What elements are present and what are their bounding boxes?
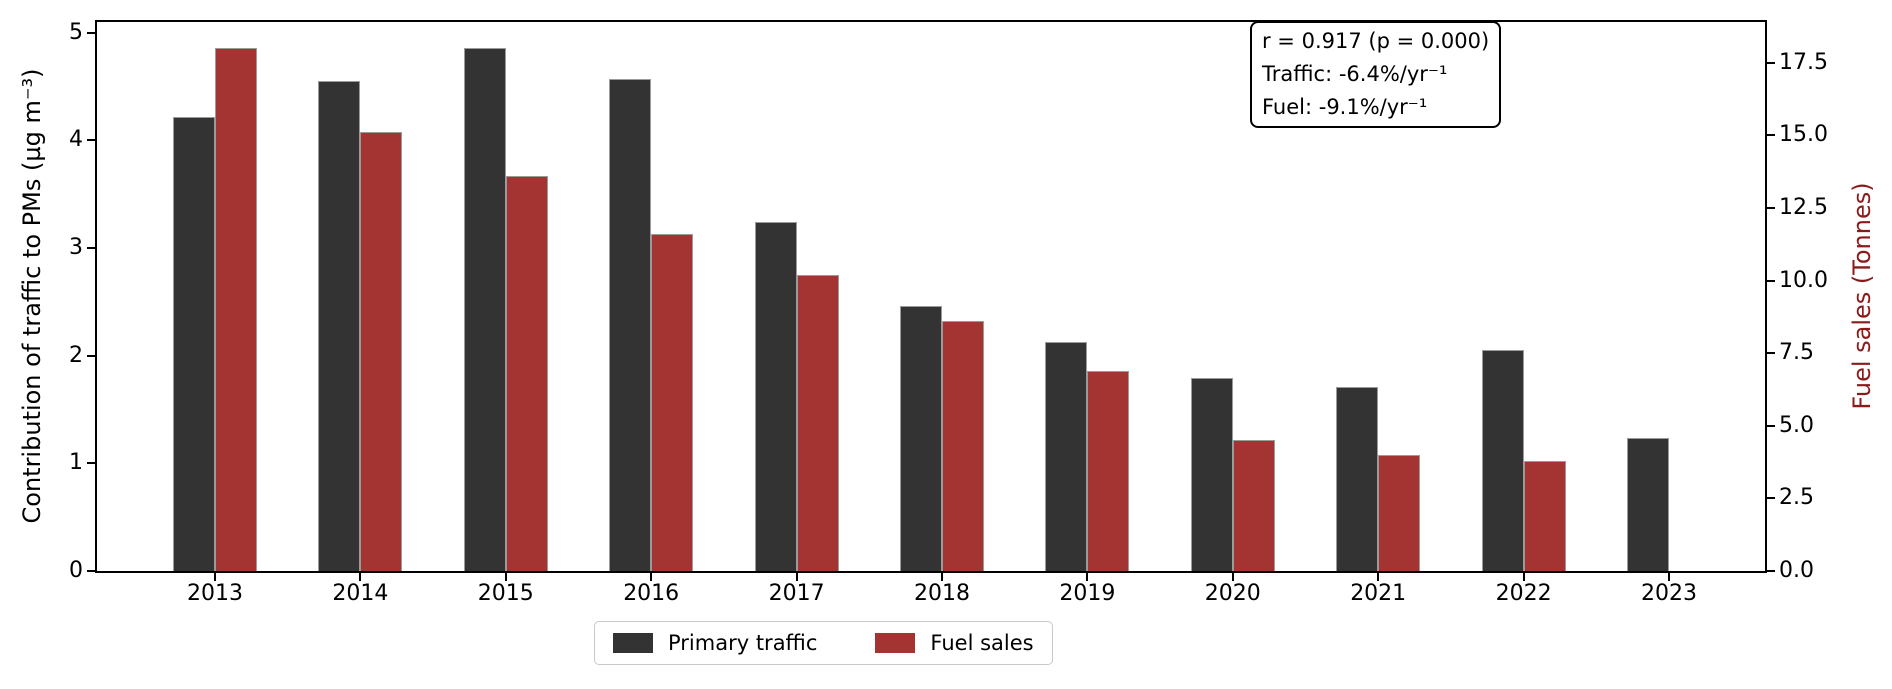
y-tick-label-left: 1	[69, 450, 83, 476]
legend-item: Fuel sales	[875, 631, 1034, 655]
x-tick-label: 2021	[1350, 581, 1407, 606]
x-tick-label: 2013	[187, 581, 243, 606]
bar-primary-traffic-2020	[1190, 378, 1233, 571]
x-tick-label: 2023	[1641, 581, 1697, 606]
bar-primary-traffic-2017	[754, 222, 797, 571]
y-tick-label-left: 4	[69, 127, 83, 153]
bar-fuel-sales-2018	[942, 321, 984, 571]
y-axis-tick-right	[1767, 134, 1775, 137]
legend-swatch-primary-traffic	[613, 633, 653, 653]
y-tick-label-right: 10.0	[1779, 267, 1828, 293]
x-axis-tick	[1086, 573, 1089, 581]
bar-fuel-sales-2019	[1087, 370, 1130, 571]
x-tick-label: 2014	[332, 581, 389, 606]
x-axis-tick	[1522, 573, 1525, 581]
bar-primary-traffic-2021	[1336, 386, 1379, 571]
bar-fuel-sales-2014	[360, 132, 403, 571]
x-axis-tick	[1668, 573, 1670, 581]
stats-annotation-box: r = 0.917 (p = 0.000) Traffic: -6.4%/yr⁻¹…	[1250, 21, 1502, 128]
bar-primary-traffic-2023	[1627, 437, 1669, 571]
legend-item-label: Fuel sales	[930, 631, 1034, 655]
x-axis-tick	[1377, 573, 1380, 581]
x-tick-label: 2015	[477, 581, 534, 606]
y-tick-label-right: 17.5	[1779, 49, 1828, 75]
y-axis-tick-right	[1767, 424, 1775, 427]
legend-swatch-fuel-sales	[875, 633, 916, 653]
y-tick-label-right: 0.0	[1779, 558, 1814, 583]
y-axis-tick-right	[1767, 279, 1775, 282]
y-tick-label-left: 2	[69, 342, 83, 368]
bar-primary-traffic-2018	[900, 306, 942, 571]
x-tick-label: 2020	[1204, 581, 1261, 606]
legend-item-label: Primary traffic	[668, 631, 818, 655]
bar-primary-traffic-2022	[1481, 350, 1524, 571]
x-tick-label: 2022	[1495, 581, 1552, 606]
x-axis-tick	[359, 573, 362, 581]
y-tick-label-right: 15.0	[1779, 122, 1828, 148]
annotation-line: r = 0.917 (p = 0.000)	[1262, 29, 1490, 53]
plot-area: 0 1 2 3 4 5 0.0 2.5 5.0 7.5 10.0 12.5 15.0 17.5 2013 20…	[69, 20, 1828, 605]
bar-fuel-sales-2022	[1523, 460, 1566, 571]
y-tick-label-left: 5	[69, 19, 83, 45]
x-axis-tick	[214, 573, 216, 581]
y-axis-tick-left	[87, 247, 95, 250]
bar-fuel-sales-2021	[1378, 454, 1421, 571]
bar-primary-traffic-2013	[173, 116, 215, 571]
x-tick-label: 2019	[1059, 581, 1116, 606]
y-tick-label-right: 12.5	[1779, 194, 1828, 220]
bar-primary-traffic-2014	[318, 81, 361, 571]
x-axis-tick	[1231, 573, 1234, 581]
x-axis-tick	[795, 573, 798, 581]
legend: Primary traffic Fuel sales	[594, 621, 1053, 665]
x-axis-tick	[941, 573, 943, 581]
annotation-line: Fuel: -9.1%/yr⁻¹	[1262, 95, 1428, 119]
y-tick-label-right: 2.5	[1779, 485, 1814, 511]
x-tick-label: 2017	[768, 581, 825, 606]
y-axis-label-left: Contribution of traffic to PMs (µg m⁻³)	[18, 68, 46, 524]
y-axis-tick-left	[87, 570, 95, 572]
y-axis-tick-right	[1767, 570, 1775, 572]
y-tick-label-left: 0	[69, 558, 83, 583]
y-axis-label-right: Fuel sales (Tonnes)	[1848, 182, 1876, 410]
annotation-line: Traffic: -6.4%/yr⁻¹	[1262, 62, 1448, 86]
bar-fuel-sales-2013	[215, 48, 257, 571]
y-axis-tick-left	[87, 31, 95, 34]
bar-fuel-sales-2015	[505, 176, 548, 571]
bar-primary-traffic-2019	[1045, 341, 1088, 571]
bar-primary-traffic-2016	[609, 79, 652, 571]
x-tick-label: 2018	[914, 581, 970, 606]
bar-fuel-sales-2016	[651, 234, 694, 571]
x-axis-tick	[504, 573, 507, 581]
y-tick-label-left: 3	[69, 235, 83, 261]
y-axis-tick-right	[1767, 206, 1775, 209]
bar-primary-traffic-2015	[463, 47, 506, 571]
bar-fuel-sales-2020	[1232, 440, 1275, 571]
y-axis-tick-right	[1767, 61, 1775, 64]
bar-fuel-sales-2017	[796, 274, 839, 571]
x-tick-label: 2016	[623, 581, 680, 606]
y-axis-tick-right	[1767, 352, 1775, 355]
y-axis-tick-right	[1767, 497, 1775, 500]
x-axis-tick	[650, 573, 653, 581]
y-axis-tick-left	[87, 139, 95, 142]
y-tick-label-right: 5.0	[1779, 412, 1814, 438]
y-axis-tick-left	[87, 462, 95, 465]
legend-item: Primary traffic	[613, 631, 817, 655]
y-tick-label-right: 7.5	[1779, 340, 1814, 366]
y-axis-tick-left	[87, 354, 95, 357]
